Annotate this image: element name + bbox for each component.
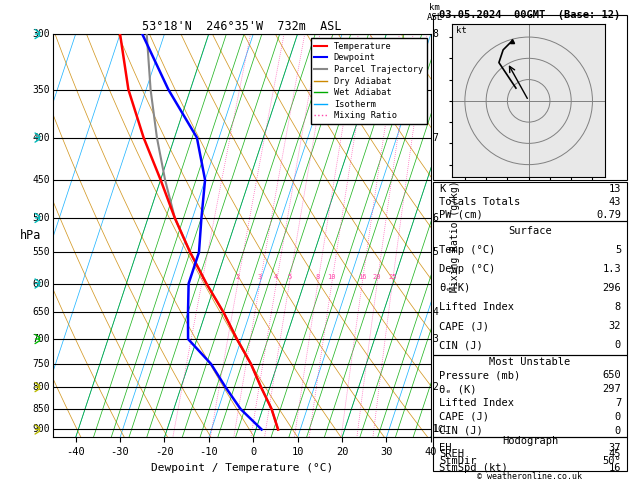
Legend: Temperature, Dewpoint, Parcel Trajectory, Dry Adiabat, Wet Adiabat, Isotherm, Mi: Temperature, Dewpoint, Parcel Trajectory…	[311, 38, 426, 124]
Text: 6: 6	[433, 213, 438, 223]
Title: 53°18'N  246°35'W  732m  ASL: 53°18'N 246°35'W 732m ASL	[142, 20, 342, 33]
Text: 0: 0	[615, 340, 621, 350]
Text: 0: 0	[615, 412, 621, 422]
Text: 450: 450	[32, 175, 50, 185]
Text: 500: 500	[32, 213, 50, 223]
Text: 5: 5	[615, 245, 621, 255]
Text: 50°: 50°	[603, 456, 621, 466]
Text: 0: 0	[615, 426, 621, 435]
Text: 25: 25	[388, 274, 396, 280]
Text: Mixing Ratio (g/kg): Mixing Ratio (g/kg)	[450, 180, 460, 292]
Text: SREH: SREH	[439, 450, 464, 459]
Text: CAPE (J): CAPE (J)	[439, 412, 489, 422]
Text: K: K	[439, 184, 445, 194]
Text: 3: 3	[433, 334, 438, 344]
Text: 45: 45	[609, 450, 621, 459]
Text: 7: 7	[433, 133, 438, 142]
Text: 650: 650	[32, 307, 50, 317]
Text: 600: 600	[32, 278, 50, 289]
Text: StmSpd (kt): StmSpd (kt)	[439, 463, 508, 473]
Text: 37: 37	[609, 443, 621, 452]
Text: θₑ(K): θₑ(K)	[439, 283, 470, 293]
Text: PW (cm): PW (cm)	[439, 209, 482, 220]
Text: Hodograph: Hodograph	[502, 436, 558, 446]
Text: 7: 7	[615, 398, 621, 408]
Text: 550: 550	[32, 247, 50, 257]
Text: 650: 650	[603, 370, 621, 381]
Text: 2: 2	[235, 274, 240, 280]
Text: km
ASL: km ASL	[426, 2, 443, 22]
Text: 350: 350	[32, 85, 50, 94]
Text: 16: 16	[358, 274, 367, 280]
Text: EH: EH	[439, 443, 451, 452]
Text: 750: 750	[32, 359, 50, 369]
Text: 43: 43	[609, 197, 621, 207]
Text: θₑ (K): θₑ (K)	[439, 384, 476, 394]
Text: 16: 16	[609, 463, 621, 473]
Text: 5: 5	[287, 274, 291, 280]
Text: 297: 297	[603, 384, 621, 394]
Text: CIN (J): CIN (J)	[439, 426, 482, 435]
Text: Totals Totals: Totals Totals	[439, 197, 520, 207]
Text: Temp (°C): Temp (°C)	[439, 245, 495, 255]
Text: 900: 900	[32, 424, 50, 434]
Text: 1: 1	[199, 274, 204, 280]
Text: hPa: hPa	[20, 229, 42, 242]
Text: CIN (J): CIN (J)	[439, 340, 482, 350]
Text: 03.05.2024  00GMT  (Base: 12): 03.05.2024 00GMT (Base: 12)	[439, 10, 621, 20]
Text: Lifted Index: Lifted Index	[439, 398, 514, 408]
Text: 300: 300	[32, 29, 50, 39]
Text: 13: 13	[609, 184, 621, 194]
Text: 700: 700	[32, 334, 50, 344]
Text: 800: 800	[32, 382, 50, 392]
Text: Surface: Surface	[508, 226, 552, 236]
Text: 296: 296	[603, 283, 621, 293]
Text: kt: kt	[457, 26, 467, 35]
Text: 850: 850	[32, 404, 50, 414]
Text: 1.3: 1.3	[603, 264, 621, 274]
Text: LCL: LCL	[433, 425, 448, 434]
Text: 32: 32	[609, 321, 621, 331]
Bar	[433, 437, 627, 471]
Bar	[433, 355, 627, 437]
X-axis label: Dewpoint / Temperature (°C): Dewpoint / Temperature (°C)	[151, 463, 333, 473]
Text: 20: 20	[373, 274, 381, 280]
Text: 1: 1	[433, 424, 438, 434]
Bar	[433, 182, 627, 221]
Text: 8: 8	[316, 274, 320, 280]
Text: 3: 3	[258, 274, 262, 280]
Text: Lifted Index: Lifted Index	[439, 302, 514, 312]
Text: 5: 5	[433, 247, 438, 257]
Text: 0.79: 0.79	[596, 209, 621, 220]
Bar	[433, 221, 627, 355]
Text: 4: 4	[433, 307, 438, 317]
Text: CAPE (J): CAPE (J)	[439, 321, 489, 331]
Text: 4: 4	[274, 274, 279, 280]
Text: 8: 8	[433, 29, 438, 39]
Text: StmDir: StmDir	[439, 456, 476, 466]
Text: Most Unstable: Most Unstable	[489, 357, 571, 366]
Text: 400: 400	[32, 133, 50, 142]
Text: © weatheronline.co.uk: © weatheronline.co.uk	[477, 472, 582, 481]
Text: Dewp (°C): Dewp (°C)	[439, 264, 495, 274]
Bar	[433, 15, 627, 180]
Text: 8: 8	[615, 302, 621, 312]
Text: 10: 10	[328, 274, 336, 280]
Text: 2: 2	[433, 382, 438, 392]
Text: Pressure (mb): Pressure (mb)	[439, 370, 520, 381]
